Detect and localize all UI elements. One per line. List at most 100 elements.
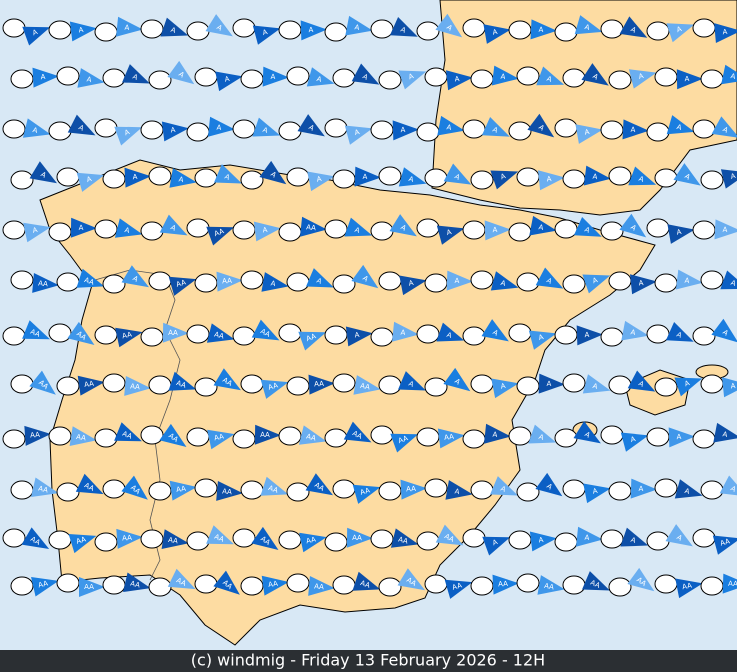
calm-marker [600,529,624,549]
wind-label: A [685,75,690,83]
wind-arrow [169,168,197,188]
wind-arrow [536,66,565,86]
wind-label: A [354,23,360,32]
wind-marker: AA [390,528,419,548]
calm-marker [10,270,34,290]
calm-marker [102,479,126,499]
wind-marker: A [69,21,97,42]
wind-marker: A [443,367,471,392]
wind-label: A [583,430,591,439]
wind-label: A [684,487,691,496]
wind-label: A [361,274,370,283]
calm-marker [194,478,218,498]
calm-marker [516,482,540,502]
wind-marker: AA [216,271,243,292]
calm-marker [516,167,540,187]
wind-label: AA [222,487,233,496]
calm-marker [240,480,264,500]
wind-label: AA [83,276,95,287]
wind-arrow [490,271,519,291]
wind-arrow [76,268,105,288]
calm-marker [286,272,310,292]
wind-label: AA [405,576,418,588]
wind-label: AA [30,431,41,440]
wind-marker: A [666,115,695,135]
calm-marker [94,219,118,239]
wind-label: AA [406,485,416,494]
wind-label: A [546,380,551,388]
calm-marker [554,532,578,552]
wind-marker: AA [353,375,381,395]
calm-marker [240,270,264,290]
wind-marker: A [344,217,373,237]
wind-label: A [31,28,38,37]
wind-marker: A [583,165,611,186]
wind-arrow [537,575,565,595]
calm-marker [148,166,172,186]
wind-label: A [500,279,507,288]
wind-label: A [538,26,543,34]
calm-marker [700,480,724,500]
wind-arrow [306,268,334,288]
wind-label: A [545,482,554,491]
wind-marker: A [573,216,602,237]
wind-label: AA [38,279,49,288]
wind-arrow [24,425,51,446]
wind-arrow [630,478,657,499]
wind-label: A [592,487,598,496]
calm-marker [378,70,402,90]
wind-arrow [665,524,693,547]
wind-marker: A [124,167,151,188]
calm-marker [186,531,210,551]
wind-label: A [638,279,644,287]
wind-label: A [584,128,590,137]
wind-arrow [261,272,289,292]
wind-marker: A [398,167,427,187]
wind-marker: A [484,423,511,444]
wind-marker: A [536,66,565,86]
wind-arrow [576,526,603,547]
calm-marker [608,481,632,501]
wind-arrow [69,426,97,446]
wind-label: AA [84,380,95,389]
wind-arrow [23,222,51,243]
wind-arrow [529,215,557,236]
wind-arrow [628,166,657,186]
wind-marker: A [711,318,737,343]
calm-marker [370,327,394,347]
wind-label: AA [359,579,371,590]
wind-label: A [131,274,139,283]
wind-arrow [390,528,419,548]
wind-arrow [31,477,59,498]
wind-label: AA [589,579,601,590]
wind-label: A [354,128,361,137]
wind-label: A [86,175,93,184]
wind-label: A [637,175,644,184]
wind-marker: A [581,63,609,86]
wind-marker: AA [206,323,235,343]
wind-label: A [308,26,313,34]
wind-marker: A [665,524,693,547]
calm-marker [378,375,402,395]
wind-label: A [408,279,414,288]
wind-arrow [167,568,196,590]
calm-marker [554,118,578,138]
wind-marker: A [23,222,51,243]
calm-marker [324,325,348,345]
wind-marker: A [722,377,737,398]
wind-label: AA [75,535,87,546]
wind-marker: AA [116,528,143,549]
wind-marker: AA [75,473,104,495]
wind-label: A [676,228,682,237]
wind-marker: A [719,475,737,497]
wind-marker: A [574,15,603,35]
calm-marker [332,575,356,595]
wind-label: A [675,533,683,542]
calm-marker [324,532,348,552]
wind-label: A [454,75,460,83]
wind-label: A [131,73,139,82]
wind-label: A [676,123,683,132]
wind-marker: AA [300,216,327,237]
calm-marker [332,479,356,499]
wind-label: A [584,534,590,542]
